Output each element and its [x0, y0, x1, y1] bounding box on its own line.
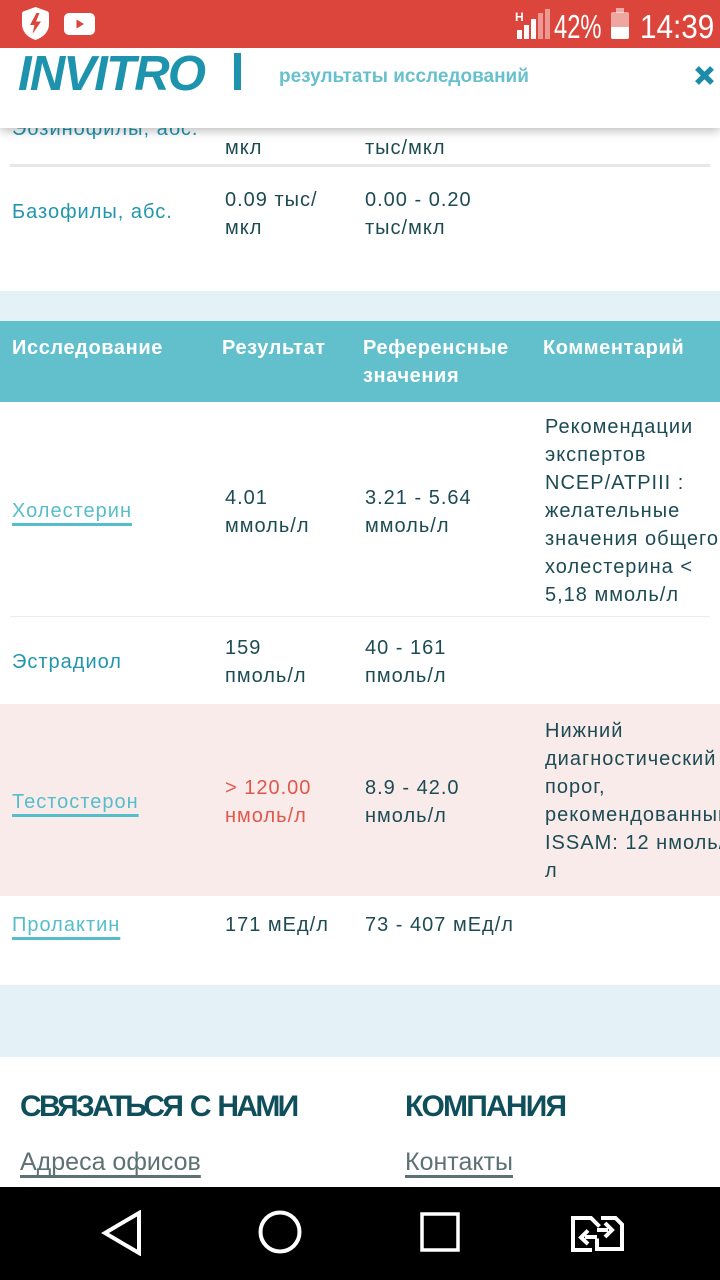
svg-text:H: H [515, 10, 524, 24]
